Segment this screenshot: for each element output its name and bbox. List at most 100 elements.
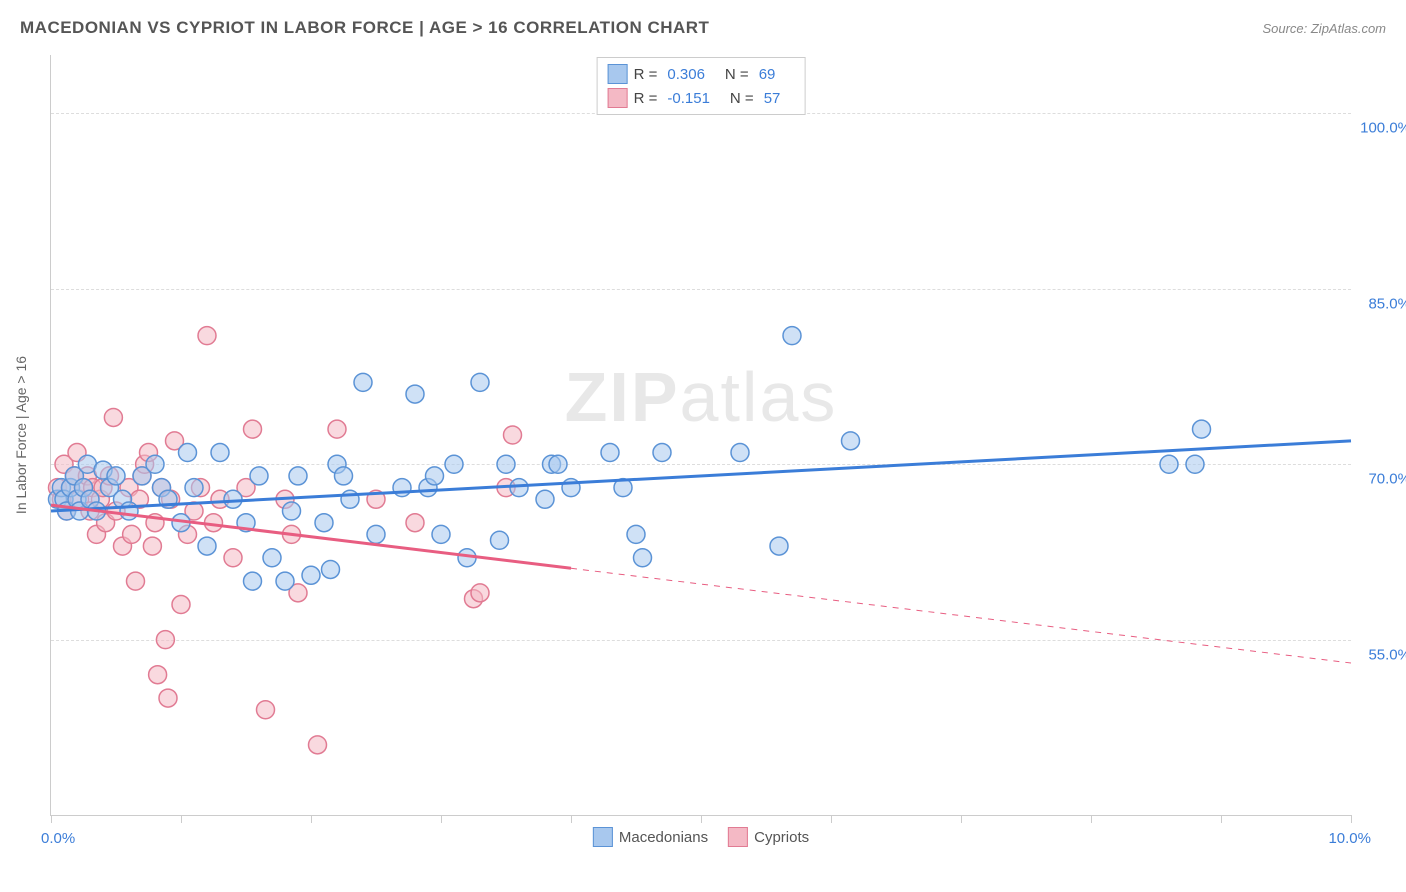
scatter-point: [367, 525, 385, 543]
scatter-point: [491, 531, 509, 549]
scatter-point: [120, 502, 138, 520]
legend-swatch: [608, 64, 628, 84]
x-tick: [51, 815, 52, 823]
legend-swatch: [608, 88, 628, 108]
scatter-point: [536, 490, 554, 508]
scatter-point: [1160, 455, 1178, 473]
chart-title: MACEDONIAN VS CYPRIOT IN LABOR FORCE | A…: [20, 18, 709, 38]
scatter-point: [289, 467, 307, 485]
legend-series: Macedonians Cypriots: [593, 827, 809, 847]
x-axis-max-label: 10.0%: [1328, 830, 1371, 847]
trend-line: [51, 441, 1351, 511]
x-tick: [571, 815, 572, 823]
scatter-point: [406, 514, 424, 532]
legend-series-item: Macedonians: [593, 827, 708, 847]
scatter-point: [393, 479, 411, 497]
legend-n-value: 69: [759, 66, 776, 83]
scatter-point: [770, 537, 788, 555]
scatter-point: [211, 444, 229, 462]
chart-header: MACEDONIAN VS CYPRIOT IN LABOR FORCE | A…: [20, 18, 1386, 38]
scatter-point: [341, 490, 359, 508]
scatter-point: [634, 549, 652, 567]
scatter-point: [250, 467, 268, 485]
legend-correlation: R = 0.306 N = 69 R = -0.151 N = 57: [597, 57, 806, 115]
chart-source: Source: ZipAtlas.com: [1262, 21, 1386, 36]
scatter-point: [149, 666, 167, 684]
legend-r-value: 0.306: [667, 66, 705, 83]
scatter-point: [198, 537, 216, 555]
scatter-point: [123, 525, 141, 543]
scatter-point: [309, 736, 327, 754]
legend-swatch: [593, 827, 613, 847]
legend-n-label: N =: [730, 90, 754, 107]
x-tick: [831, 815, 832, 823]
scatter-point: [224, 490, 242, 508]
scatter-point: [224, 549, 242, 567]
legend-r-label: R =: [634, 90, 658, 107]
legend-series-label: Macedonians: [619, 829, 708, 846]
scatter-point: [198, 327, 216, 345]
scatter-point: [143, 537, 161, 555]
scatter-point: [107, 467, 125, 485]
trend-line-extrapolated: [571, 568, 1351, 663]
x-axis-min-label: 0.0%: [41, 830, 75, 847]
scatter-point: [335, 467, 353, 485]
scatter-point: [302, 566, 320, 584]
x-tick: [701, 815, 702, 823]
legend-swatch: [728, 827, 748, 847]
scatter-point: [172, 596, 190, 614]
scatter-point: [504, 426, 522, 444]
scatter-point: [1193, 420, 1211, 438]
scatter-point: [244, 420, 262, 438]
scatter-point: [731, 444, 749, 462]
y-axis-title: In Labor Force | Age > 16: [13, 356, 29, 514]
legend-correlation-row: R = 0.306 N = 69: [608, 62, 795, 86]
scatter-point: [276, 572, 294, 590]
legend-n-label: N =: [725, 66, 749, 83]
scatter-point: [783, 327, 801, 345]
scatter-point: [510, 479, 528, 497]
legend-r-label: R =: [634, 66, 658, 83]
scatter-point: [549, 455, 567, 473]
scatter-point: [354, 373, 372, 391]
scatter-point: [842, 432, 860, 450]
x-tick: [961, 815, 962, 823]
legend-r-value: -0.151: [667, 90, 710, 107]
scatter-point: [471, 584, 489, 602]
legend-n-value: 57: [764, 90, 781, 107]
chart-area: ZIPatlas In Labor Force | Age > 16 55.0%…: [50, 55, 1351, 816]
scatter-point: [179, 444, 197, 462]
x-tick: [441, 815, 442, 823]
y-axis-label: 85.0%: [1368, 295, 1406, 312]
scatter-point: [104, 408, 122, 426]
scatter-point: [257, 701, 275, 719]
x-tick: [1221, 815, 1222, 823]
scatter-point: [426, 467, 444, 485]
scatter-point: [315, 514, 333, 532]
x-tick: [1351, 815, 1352, 823]
scatter-point: [627, 525, 645, 543]
scatter-point: [263, 549, 281, 567]
plot-svg: [51, 55, 1351, 815]
legend-correlation-row: R = -0.151 N = 57: [608, 86, 795, 110]
scatter-point: [497, 455, 515, 473]
y-axis-label: 100.0%: [1360, 120, 1406, 137]
scatter-point: [244, 572, 262, 590]
legend-series-label: Cypriots: [754, 829, 809, 846]
x-tick: [1091, 815, 1092, 823]
scatter-point: [471, 373, 489, 391]
scatter-point: [406, 385, 424, 403]
y-axis-label: 55.0%: [1368, 646, 1406, 663]
scatter-point: [127, 572, 145, 590]
scatter-point: [146, 455, 164, 473]
scatter-point: [185, 479, 203, 497]
scatter-point: [156, 631, 174, 649]
scatter-point: [322, 560, 340, 578]
x-tick: [311, 815, 312, 823]
scatter-point: [432, 525, 450, 543]
y-axis-label: 70.0%: [1368, 471, 1406, 488]
scatter-point: [601, 444, 619, 462]
x-tick: [181, 815, 182, 823]
scatter-point: [159, 689, 177, 707]
scatter-point: [328, 420, 346, 438]
